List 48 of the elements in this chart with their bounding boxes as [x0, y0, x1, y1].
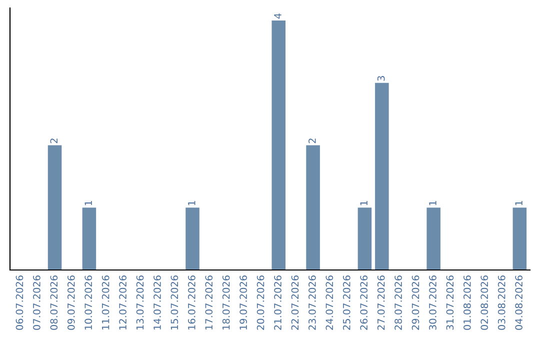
- bar: [186, 208, 200, 270]
- x-tick-label: 20.07.2026: [256, 275, 264, 330]
- x-tick-label: 22.07.2026: [291, 275, 299, 330]
- x-tick-label: 19.07.2026: [240, 275, 247, 330]
- x-tick-label: 17.07.2026: [205, 275, 213, 330]
- x-tick-label: 03.08.2026: [498, 275, 506, 330]
- bar: [306, 145, 320, 270]
- x-tick-label: 16.07.2026: [188, 275, 196, 330]
- x-tick-label: 12.07.2026: [119, 275, 126, 330]
- x-tick-label: 23.07.2026: [308, 275, 316, 330]
- bar: [512, 208, 527, 270]
- x-tick-label: 31.07.2026: [446, 275, 454, 330]
- x-tick-label: 25.07.2026: [342, 275, 350, 330]
- bar: [375, 82, 389, 270]
- bar: [426, 208, 440, 270]
- x-tick-label: 29.07.2026: [412, 275, 420, 330]
- x-tick-label: 28.07.2026: [394, 275, 402, 330]
- x-tick-label: 24.07.2026: [326, 275, 334, 330]
- x-tick-label: 04.08.2026: [515, 275, 522, 330]
- x-tick-label: 26.07.2026: [360, 275, 368, 330]
- x-tick-label: 30.07.2026: [429, 275, 436, 330]
- x-tick-label: 07.07.2026: [33, 275, 40, 330]
- x-tick-label: 10.07.2026: [84, 275, 92, 330]
- x-tick-label: 15.07.2026: [170, 275, 178, 330]
- x-tick-label: 18.07.2026: [222, 275, 230, 330]
- x-tick-label: 11.07.2026: [102, 275, 110, 330]
- x-tick-label: 08.07.2026: [50, 275, 58, 330]
- data-label: 3: [377, 76, 385, 81]
- bar: [82, 208, 96, 270]
- data-label: 1: [84, 200, 92, 206]
- x-tick-label: 21.07.2026: [274, 275, 282, 330]
- x-tick-label: 14.07.2026: [154, 275, 161, 330]
- bar: [272, 20, 286, 270]
- x-tick-label: 27.07.2026: [377, 275, 385, 330]
- x-tick-label: 02.08.2026: [480, 275, 488, 330]
- data-label: 4: [274, 13, 282, 19]
- bar: [48, 145, 62, 270]
- data-label: 1: [188, 200, 196, 206]
- x-tick-label: 13.07.2026: [136, 275, 144, 330]
- x-tick-label: 09.07.2026: [67, 275, 75, 330]
- data-label: 1: [360, 200, 368, 206]
- data-label: 2: [50, 138, 58, 144]
- x-tick-label: 01.08.2026: [463, 275, 471, 330]
- data-label: 2: [308, 138, 316, 144]
- x-tick-label: 06.07.2026: [16, 275, 24, 330]
- data-label: 1: [515, 200, 522, 206]
- bar: [358, 208, 372, 270]
- data-label: 1: [429, 200, 436, 206]
